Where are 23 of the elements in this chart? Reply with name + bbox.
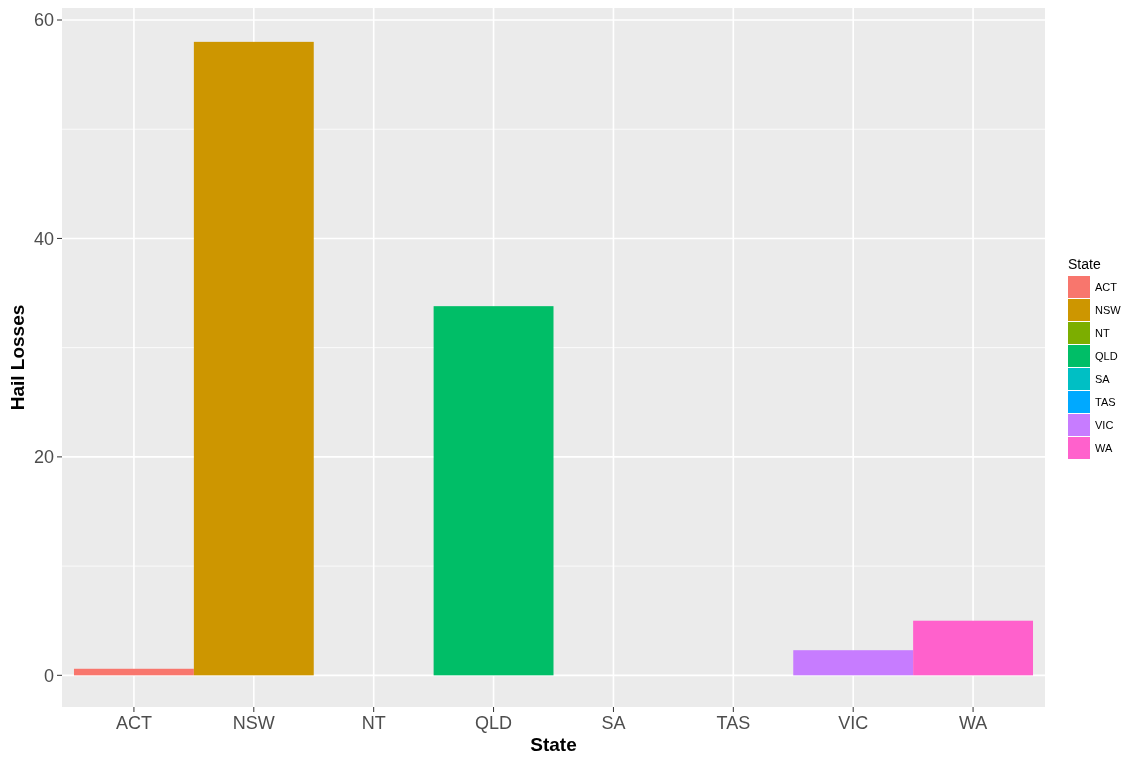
x-axis-title: State xyxy=(530,734,577,755)
legend-label: ACT xyxy=(1095,280,1118,293)
x-tick-label: SA xyxy=(601,713,626,733)
y-axis-title: Hail Losses xyxy=(7,304,28,411)
legend-label: SA xyxy=(1095,372,1111,385)
legend-title: State xyxy=(1068,256,1101,272)
x-tick-label: TAS xyxy=(716,713,751,733)
legend-label: NSW xyxy=(1095,303,1122,316)
legend-label: TAS xyxy=(1095,395,1116,408)
x-tick-label: ACT xyxy=(115,713,152,733)
x-tick-label: VIC xyxy=(838,713,869,733)
y-tick-label: 0 xyxy=(43,665,54,686)
y-tick-label: 60 xyxy=(33,10,54,31)
x-tick-label: NSW xyxy=(232,713,275,733)
x-tick-label: WA xyxy=(958,713,988,733)
x-tick-label: NT xyxy=(361,713,386,733)
x-tick-label: QLD xyxy=(475,713,513,733)
legend-label: WA xyxy=(1095,441,1113,454)
y-tick-label: 20 xyxy=(33,447,54,468)
legend-label: QLD xyxy=(1095,349,1118,362)
y-tick-label: 40 xyxy=(33,228,54,249)
legend-label: VIC xyxy=(1095,418,1114,431)
legend-label: NT xyxy=(1095,326,1110,339)
